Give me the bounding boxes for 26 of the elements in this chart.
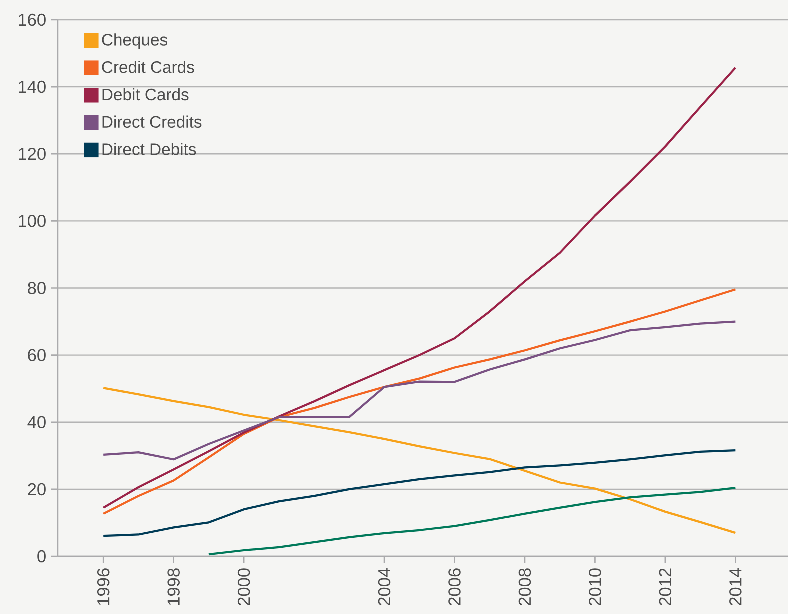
y-tick-label: 60 — [28, 348, 46, 362]
x-tick-label: 2014 — [730, 568, 742, 606]
line-series — [102, 288, 737, 515]
x-tick-label: 2010 — [589, 568, 602, 606]
y-tick-label: 140 — [19, 80, 46, 93]
legend-label: Direct Debits — [102, 142, 196, 156]
legend-label: Direct Credits — [102, 116, 202, 128]
x-tick-label: 1998 — [168, 568, 180, 605]
line-series — [102, 449, 737, 537]
y-tick-label: 80 — [28, 282, 46, 294]
x-tick-label: 1996 — [97, 568, 110, 605]
y-tick-label: 160 — [19, 14, 46, 26]
x-tick-label: 2006 — [448, 568, 461, 606]
y-tick-label: 100 — [19, 214, 46, 228]
x-tick-label: 2008 — [518, 568, 532, 606]
x-tick-label: 2000 — [238, 568, 250, 606]
legend-label: Debit Cards — [102, 88, 189, 100]
legend-label: Cheques — [102, 33, 168, 49]
line-series — [102, 386, 737, 534]
y-tick-label: 0 — [38, 550, 46, 562]
legend-label: Credit Cards — [102, 60, 194, 74]
x-tick-label: 2012 — [659, 568, 672, 606]
y-tick-label: 20 — [28, 483, 46, 496]
x-tick-label: 2004 — [378, 568, 391, 606]
y-tick-label: 120 — [19, 148, 46, 160]
y-tick-label: 40 — [28, 416, 46, 428]
